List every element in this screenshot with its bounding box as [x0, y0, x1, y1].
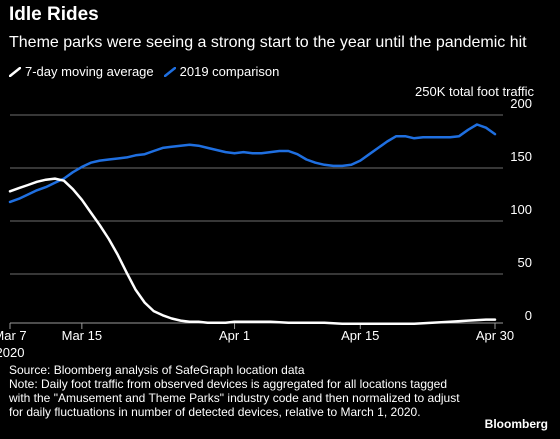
series-line-7-day-moving-average — [8, 177, 497, 326]
line-chart: 0 50 100 150 200 Mar 7 2020 Mar 15 Apr 1 Apr 15 Ap… — [0, 96, 532, 360]
chart-legend: 7-day moving average 2019 comparison — [9, 64, 289, 79]
chart-footer: Source: Bloomberg analysis of SafeGraph … — [9, 363, 469, 419]
chart-subtitle: Theme parks were seeing a strong start t… — [9, 34, 527, 51]
x-tick-label-4: Apr 30 — [476, 328, 514, 343]
legend-swatch-white-line-icon — [9, 66, 21, 77]
y-axis-unit-label: 250K total foot traffic — [415, 84, 534, 99]
bloomberg-logo: Bloomberg — [484, 417, 548, 431]
y-tick-label-150: 150 — [510, 149, 532, 164]
legend-item-2020: 7-day moving average — [9, 64, 154, 79]
legend-label-2019: 2019 comparison — [179, 64, 280, 79]
x-tick-label-1: Mar 15 — [62, 328, 102, 343]
y-tick-label-200: 200 — [510, 96, 532, 111]
legend-swatch-blue-line-icon — [163, 66, 176, 77]
y-tick-label-0: 0 — [525, 308, 532, 323]
x-tick-sublabel-0: 2020 — [0, 345, 24, 360]
methodology-note: Note: Daily foot traffic from observed d… — [9, 377, 460, 419]
x-tick-label-2: Apr 1 — [219, 328, 250, 343]
series-line-2019-comparison — [8, 123, 497, 204]
legend-item-2019: 2019 comparison — [163, 64, 280, 79]
chart-title: Idle Rides — [9, 4, 99, 25]
y-tick-label-100: 100 — [510, 202, 532, 217]
x-tick-label-0: Mar 7 — [0, 328, 27, 343]
source-note: Source: Bloomberg analysis of SafeGraph … — [9, 363, 305, 377]
y-tick-label-50: 50 — [518, 255, 532, 270]
legend-label-2020: 7-day moving average — [25, 64, 154, 79]
x-tick-label-3: Apr 15 — [341, 328, 379, 343]
